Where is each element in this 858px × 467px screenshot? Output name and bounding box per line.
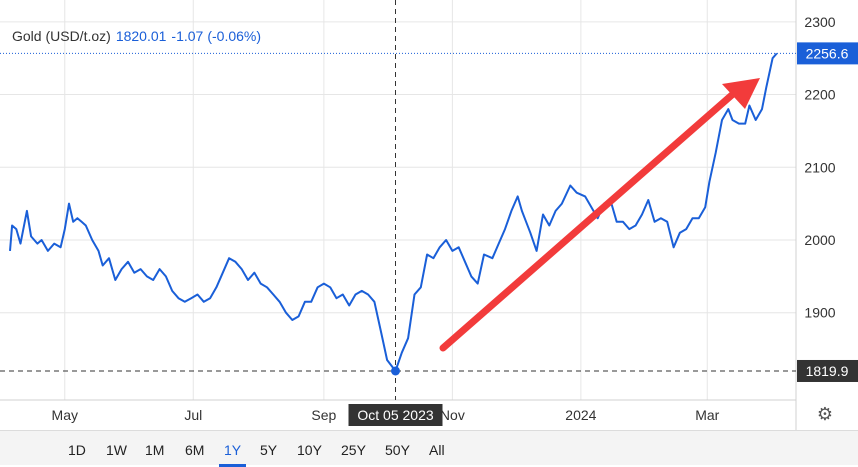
price-chart[interactable]: May Jul Sep Nov 2024 Mar 1900 2000 2100 2200 2300… [0, 0, 858, 430]
y-axis-ticks: 1900 2000 2100 2200 2300 [804, 14, 835, 321]
crosshair-y-badge: 1819.9 [797, 359, 858, 382]
range-button-all[interactable]: All [429, 442, 445, 458]
legend-change-pct: (-0.06%) [207, 28, 262, 44]
range-button-1w[interactable]: 1W [106, 442, 127, 458]
last-value-badge-label: 2256.6 [806, 45, 849, 61]
legend-price: 1820.01 [115, 28, 167, 44]
y-tick-label: 2000 [804, 232, 835, 248]
crosshair-x-badge-label: Oct 05 2023 [357, 407, 433, 423]
range-button-10y[interactable]: 10Y [297, 442, 322, 458]
x-tick-label: Jul [184, 407, 202, 423]
range-button-5y[interactable]: 5Y [260, 442, 278, 458]
crosshair-point [391, 366, 400, 376]
y-tick-label: 2300 [804, 14, 835, 30]
range-button-50y[interactable]: 50Y [385, 442, 410, 458]
legend-change: -1.07 [171, 28, 204, 44]
grid-lines [0, 0, 796, 400]
x-tick-label: Nov [440, 407, 465, 423]
range-button-1d[interactable]: 1D [68, 442, 86, 458]
x-tick-label: 2024 [565, 407, 596, 423]
crosshair-x-badge: Oct 05 2023 [348, 404, 443, 426]
range-button-6m[interactable]: 6M [185, 442, 205, 458]
crosshair-y-badge-bg [797, 359, 858, 382]
trend-arrow [439, 78, 760, 352]
range-button-1m[interactable]: 1M [145, 442, 165, 458]
last-value-badge: 2256.6 [797, 42, 858, 65]
instrument-name: Gold (USD/t.oz) [12, 28, 111, 44]
range-button-25y[interactable]: 25Y [341, 442, 366, 458]
trend-arrow-shaft [439, 90, 737, 352]
last-value-badge-bg [797, 42, 858, 65]
gear-icon[interactable]: ⚙ [816, 404, 834, 424]
trend-arrow-head [722, 78, 760, 109]
range-button-1y[interactable]: 1Y [218, 442, 247, 467]
chart-legend: Gold (USD/t.oz) 1820.01 -1.07 (-0.06%) [12, 28, 261, 44]
crosshair-x-badge-bg [348, 404, 443, 426]
x-axis-ticks: May Jul Sep Nov 2024 Mar [52, 407, 720, 423]
crosshair-y-badge-label: 1819.9 [806, 363, 849, 379]
x-tick-label: Sep [311, 407, 336, 423]
range-selector: 1D 1W 1M 6M 1Y 5Y 10Y 25Y 50Y All [0, 430, 858, 467]
y-tick-label: 2100 [804, 159, 835, 175]
y-tick-label: 1900 [804, 305, 835, 321]
x-tick-label: Mar [695, 407, 719, 423]
y-tick-label: 2200 [804, 87, 835, 103]
price-series-line [9, 52, 778, 372]
x-tick-label: May [52, 407, 78, 423]
